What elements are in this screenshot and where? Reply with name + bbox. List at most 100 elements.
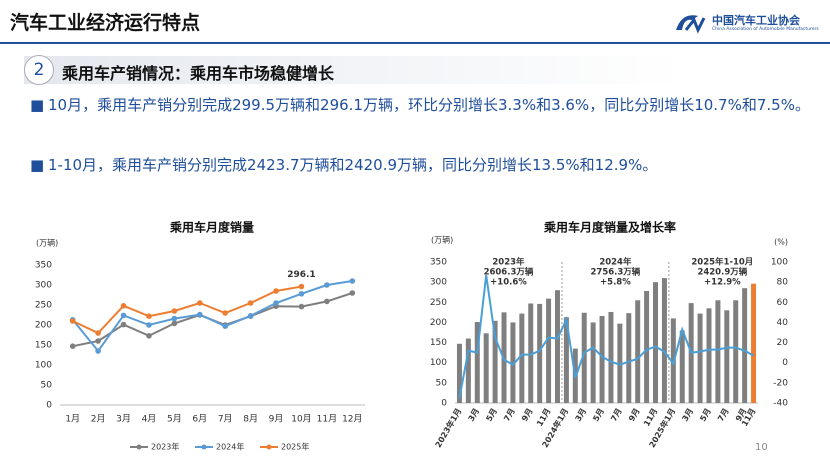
x-tick-label: 10月 bbox=[291, 414, 311, 425]
bar bbox=[465, 338, 471, 403]
y-tick-label: 50 bbox=[41, 381, 53, 391]
x-tick-label: 7月 bbox=[609, 407, 624, 423]
y2-tick-label: 60 bbox=[777, 298, 789, 308]
x-tick-label: 3月 bbox=[680, 407, 695, 423]
bar bbox=[537, 303, 543, 403]
x-tick-label: 11月 bbox=[317, 414, 337, 425]
y-tick-label: 50 bbox=[436, 378, 448, 388]
bar bbox=[715, 300, 721, 403]
x-tick-label: 12月 bbox=[342, 414, 362, 425]
y-unit: (万辆) bbox=[36, 238, 58, 248]
bar bbox=[554, 290, 560, 403]
x-tick-label: 9月 bbox=[520, 407, 535, 423]
header-rule bbox=[0, 42, 830, 44]
data-line bbox=[458, 274, 755, 399]
x-tick-label: 3月 bbox=[116, 414, 131, 425]
bar bbox=[483, 333, 489, 403]
annotation: 2025年1-10月 bbox=[691, 257, 753, 268]
y-unit: (万辆) bbox=[431, 235, 453, 245]
bullet-text: 10月，乘用车产销分别完成299.5万辆和296.1万辆，环比分别增长3.3%和… bbox=[48, 96, 810, 114]
y-tick-label: 350 bbox=[430, 258, 447, 268]
bar bbox=[733, 300, 739, 403]
x-tick-label: 5月 bbox=[591, 407, 606, 423]
y2-unit: (%) bbox=[774, 238, 788, 247]
x-tick-label: 4月 bbox=[142, 414, 157, 425]
legend-label: 2025年 bbox=[281, 442, 309, 452]
bar bbox=[492, 320, 498, 403]
bar bbox=[608, 311, 614, 403]
point bbox=[120, 303, 127, 309]
x-tick-label: 11月 bbox=[642, 407, 659, 428]
x-tick-label: 3月 bbox=[574, 407, 589, 423]
bar bbox=[563, 317, 569, 403]
annotation: +10.6% bbox=[490, 278, 527, 288]
data-label: 296.1 bbox=[287, 270, 315, 280]
bar bbox=[661, 278, 667, 403]
bar bbox=[456, 343, 462, 403]
annotation: +5.8% bbox=[600, 278, 631, 288]
y2-tick-label: -40 bbox=[773, 399, 788, 409]
x-tick-label: 6月 bbox=[192, 414, 207, 425]
bullet: ■ 10月，乘用车产销分别完成299.5万辆和296.1万辆，环比分别增长3.3%… bbox=[30, 96, 810, 114]
x-tick-label: 11月 bbox=[535, 407, 552, 428]
point bbox=[196, 300, 203, 306]
bar bbox=[581, 312, 587, 403]
section-heading: 乘用车产销情况：乘用车市场稳健增长 bbox=[62, 64, 335, 83]
point bbox=[120, 321, 127, 328]
bar bbox=[599, 315, 605, 403]
point bbox=[95, 338, 101, 344]
point bbox=[247, 313, 254, 319]
annotation: 2023年 bbox=[492, 257, 525, 268]
point bbox=[298, 303, 305, 310]
bar bbox=[644, 291, 650, 403]
bullet-text: 1-10月，乘用车产销分别完成2423.7万辆和2420.9万辆，同比分别增长1… bbox=[48, 156, 658, 174]
bar bbox=[617, 323, 623, 403]
point bbox=[247, 300, 254, 306]
point bbox=[95, 348, 101, 354]
legend-marker bbox=[136, 444, 142, 450]
point bbox=[146, 322, 152, 328]
y-tick-label: 100 bbox=[430, 358, 447, 368]
annotation: 2420.9万辆 bbox=[697, 267, 747, 278]
x-tick-label: 3月 bbox=[467, 407, 482, 423]
bar bbox=[679, 330, 685, 403]
y-tick-label: 0 bbox=[441, 399, 447, 409]
legend-marker bbox=[266, 444, 272, 450]
data-line bbox=[71, 280, 353, 353]
bar bbox=[724, 310, 730, 403]
chart-title: 乘用车月度销量 bbox=[169, 220, 254, 235]
x-tick-label: 8月 bbox=[243, 414, 258, 425]
point bbox=[69, 318, 76, 324]
point bbox=[298, 291, 305, 297]
x-tick-label: 1月 bbox=[65, 414, 80, 425]
chart-title: 乘用车月度销量及增长率 bbox=[543, 220, 676, 235]
legend-label: 2023年 bbox=[151, 442, 179, 452]
bar bbox=[626, 313, 632, 403]
x-tick-label: 7月 bbox=[218, 414, 233, 425]
x-tick-label: 9月 bbox=[269, 414, 284, 425]
x-tick-label: 5月 bbox=[698, 407, 713, 423]
point bbox=[273, 288, 279, 294]
point bbox=[171, 315, 178, 322]
annotation: 2024年 bbox=[599, 257, 632, 268]
y-tick-label: 100 bbox=[35, 361, 52, 371]
bullet: ■ 1-10月，乘用车产销分别完成2423.7万辆和2420.9万辆，同比分别增长… bbox=[30, 156, 658, 174]
section-bar bbox=[24, 56, 684, 84]
y-tick-label: 200 bbox=[35, 321, 52, 331]
point bbox=[298, 283, 305, 290]
point bbox=[120, 312, 127, 319]
y-tick-label: 150 bbox=[430, 338, 447, 348]
bar bbox=[510, 322, 516, 403]
bar bbox=[706, 308, 712, 403]
x-tick-label: 7月 bbox=[502, 407, 517, 423]
page-title: 汽车工业经济运行特点 bbox=[10, 12, 201, 34]
x-tick-label: 2023年1月 bbox=[433, 406, 464, 449]
point bbox=[273, 300, 279, 306]
point bbox=[171, 320, 178, 327]
point bbox=[146, 313, 152, 320]
y2-tick-label: 40 bbox=[777, 318, 789, 328]
annotation: +12.9% bbox=[704, 278, 741, 288]
section-number: 2 bbox=[24, 55, 54, 85]
legend-marker bbox=[201, 444, 207, 450]
